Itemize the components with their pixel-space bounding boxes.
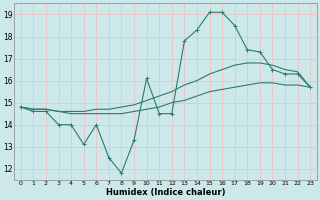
X-axis label: Humidex (Indice chaleur): Humidex (Indice chaleur) bbox=[106, 188, 225, 197]
